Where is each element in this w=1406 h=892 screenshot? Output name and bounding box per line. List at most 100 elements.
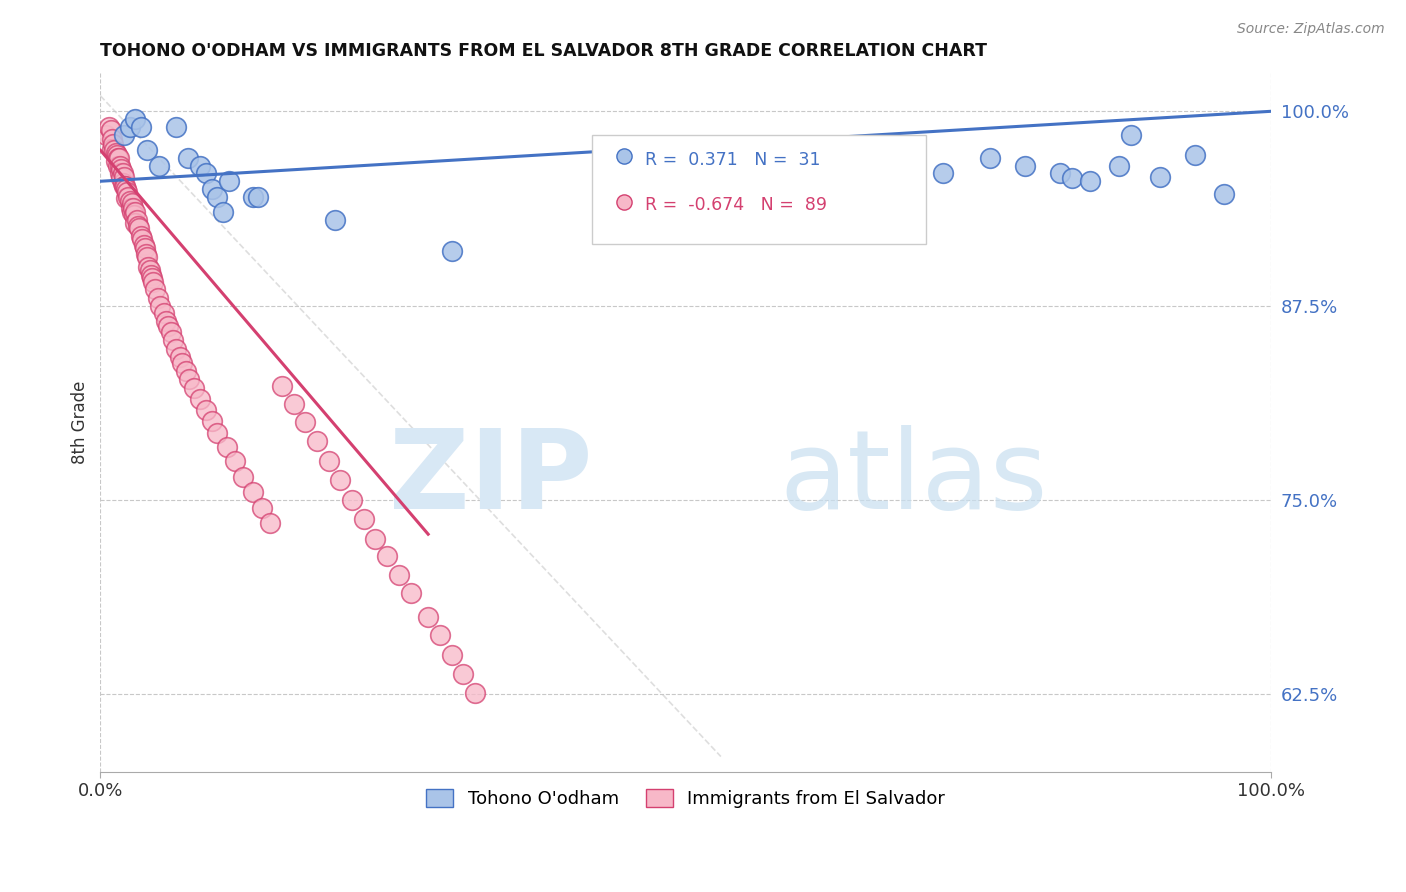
Point — [132, 238, 155, 252]
Point — [122, 201, 145, 215]
Point — [107, 151, 129, 165]
Point — [124, 216, 146, 230]
Point — [212, 205, 235, 219]
Point — [172, 356, 194, 370]
Point — [194, 166, 217, 180]
Point — [152, 306, 174, 320]
Point — [118, 194, 141, 209]
Point — [329, 473, 352, 487]
Point — [121, 205, 143, 219]
Point — [247, 190, 270, 204]
Point — [146, 291, 169, 305]
Point — [242, 485, 264, 500]
Point — [101, 132, 124, 146]
Point — [188, 392, 211, 406]
Point — [179, 372, 201, 386]
Point — [1049, 166, 1071, 180]
Text: atlas: atlas — [779, 425, 1047, 532]
Point — [440, 244, 463, 259]
Point — [112, 169, 135, 184]
Point — [1119, 128, 1142, 142]
Point — [117, 190, 139, 204]
Point — [127, 219, 149, 234]
Point — [388, 567, 411, 582]
Point — [224, 454, 246, 468]
Point — [207, 426, 229, 441]
Point — [169, 350, 191, 364]
Point — [138, 263, 160, 277]
Point — [1149, 169, 1171, 184]
Point — [200, 182, 222, 196]
Point — [104, 146, 127, 161]
Point — [135, 247, 157, 261]
Point — [979, 151, 1001, 165]
Point — [1060, 171, 1083, 186]
Point — [157, 318, 180, 333]
Point — [139, 268, 162, 282]
Point — [613, 392, 636, 406]
Point — [112, 178, 135, 193]
Point — [1078, 174, 1101, 188]
Point — [353, 511, 375, 525]
Point — [242, 190, 264, 204]
Point — [886, 159, 908, 173]
Point — [101, 142, 124, 156]
Point — [1108, 159, 1130, 173]
Point — [104, 154, 127, 169]
Point — [232, 469, 254, 483]
Point — [115, 191, 138, 205]
Point — [131, 228, 153, 243]
Point — [103, 136, 125, 151]
Point — [145, 281, 167, 295]
Point — [110, 159, 132, 173]
Point — [200, 414, 222, 428]
Point — [375, 549, 398, 563]
Point — [124, 209, 146, 223]
Point — [1213, 186, 1236, 201]
Point — [165, 342, 187, 356]
Point — [110, 171, 132, 186]
Point — [136, 251, 159, 265]
Point — [440, 648, 463, 663]
Point — [112, 128, 135, 142]
FancyBboxPatch shape — [592, 136, 925, 244]
Point — [177, 151, 200, 165]
Point — [110, 161, 132, 176]
Point — [305, 434, 328, 448]
Point — [131, 232, 153, 246]
Point — [105, 148, 128, 162]
Point — [142, 276, 165, 290]
Text: R =  -0.674   N =  89: R = -0.674 N = 89 — [645, 196, 827, 214]
Point — [108, 151, 131, 165]
Point — [103, 143, 125, 157]
Point — [294, 415, 316, 429]
Point — [110, 166, 132, 180]
Legend: Tohono O'odham, Immigrants from El Salvador: Tohono O'odham, Immigrants from El Salva… — [419, 781, 952, 815]
Point — [283, 396, 305, 410]
Y-axis label: 8th Grade: 8th Grade — [72, 381, 89, 464]
Point — [453, 667, 475, 681]
Point — [138, 260, 160, 274]
Point — [117, 185, 139, 199]
Point — [114, 178, 136, 193]
Point — [1014, 159, 1036, 173]
Text: ZIP: ZIP — [388, 425, 592, 532]
Point — [124, 112, 146, 126]
Point — [118, 120, 141, 134]
Point — [115, 182, 138, 196]
Point — [121, 196, 143, 211]
Point — [399, 586, 422, 600]
Point — [429, 628, 451, 642]
Point — [128, 220, 150, 235]
Point — [218, 174, 240, 188]
Point — [815, 205, 838, 219]
Point — [111, 176, 134, 190]
Point — [100, 123, 122, 137]
Point — [259, 516, 281, 531]
Point — [149, 299, 172, 313]
Point — [207, 190, 229, 204]
Point — [364, 532, 387, 546]
Point — [131, 120, 153, 134]
Point — [194, 402, 217, 417]
Point — [120, 201, 142, 215]
